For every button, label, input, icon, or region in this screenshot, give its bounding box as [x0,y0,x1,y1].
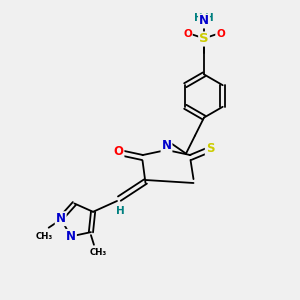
Text: H: H [116,206,124,217]
Text: O: O [113,145,124,158]
Text: N: N [66,230,76,243]
Text: CH₃: CH₃ [90,248,107,257]
Text: O: O [216,28,225,39]
Text: O: O [183,28,192,39]
Text: S: S [199,32,209,46]
Text: H: H [205,13,214,23]
Text: S: S [206,142,214,155]
Text: CH₃: CH₃ [36,232,53,241]
Text: N: N [199,14,209,28]
Text: N: N [161,139,172,152]
Text: N: N [56,212,66,225]
Text: H: H [194,13,203,23]
